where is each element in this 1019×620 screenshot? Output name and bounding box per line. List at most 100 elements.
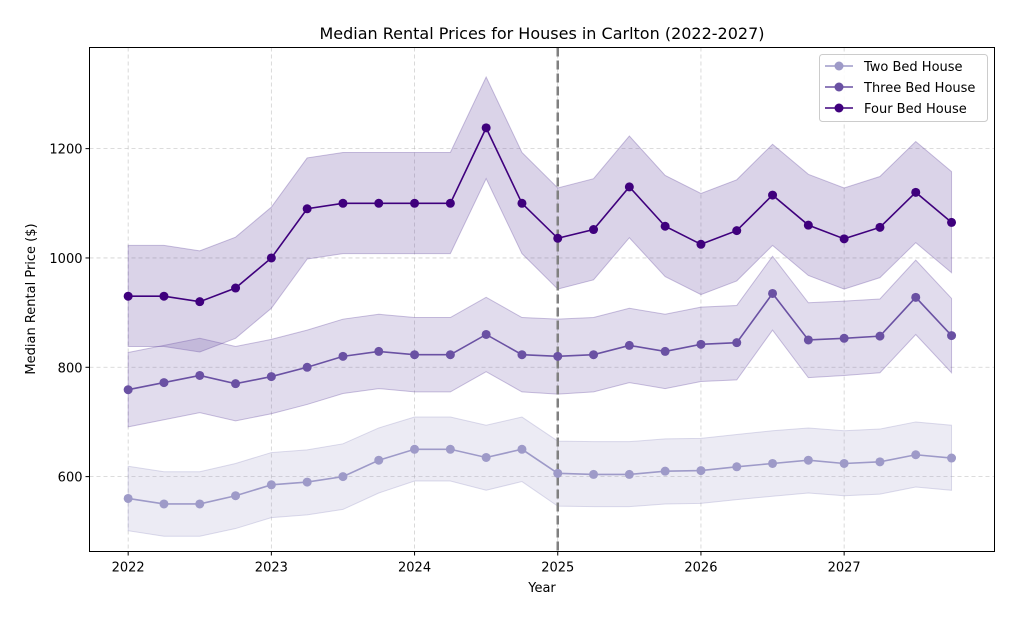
legend-label: Three Bed House [863,81,975,96]
legend: Two Bed House Three Bed House Four Bed Hou… [819,54,988,122]
data-point [696,339,706,349]
data-point [947,217,957,227]
data-point [481,329,491,339]
data-point [410,198,420,208]
data-point [374,346,384,356]
x-tick-label: 2024 [398,561,431,576]
series-line [128,125,953,303]
data-point [589,225,599,235]
data-point [266,372,276,382]
data-point [338,198,348,208]
data-point [123,493,133,503]
data-point [732,462,742,472]
x-tick-label: 2025 [541,561,574,576]
data-point [947,453,957,463]
legend-swatch-marker [834,82,844,92]
confidence-band [127,255,953,428]
data-point [660,346,670,356]
x-tick-label: 2022 [112,561,145,576]
data-point [410,444,420,454]
y-axis-ticks: 600 800 1000 1200 [49,143,90,486]
data-point [839,458,849,468]
chart-title: Median Rental Prices for Houses in Carlt… [319,24,764,43]
y-tick-label: 800 [58,361,83,376]
data-point [553,233,563,243]
data-point [768,190,778,200]
series-line [128,292,953,391]
data-point [660,466,670,476]
data-point [231,283,241,293]
confidence-bands [127,75,953,537]
data-point [123,385,133,395]
data-point [445,444,455,454]
data-point [660,221,670,231]
data-point [768,288,778,298]
data-point [875,457,885,467]
data-point [875,331,885,341]
series-lines [128,125,953,505]
data-point [553,351,563,361]
data-point [839,234,849,244]
data-point [911,450,921,460]
data-point [947,331,957,341]
data-point [624,469,634,479]
x-tick-label: 2027 [828,561,861,576]
data-point [195,499,205,509]
legend-label: Two Bed House [863,60,963,75]
data-point [231,491,241,501]
data-point [195,297,205,307]
data-point [517,198,527,208]
x-tick-label: 2023 [255,561,288,576]
confidence-band [127,416,953,537]
series-points [123,123,957,509]
data-point [517,444,527,454]
data-point [374,455,384,465]
series-line [128,448,952,505]
data-point [338,472,348,482]
data-point [732,338,742,348]
x-axis-label: Year [527,581,556,596]
data-point [732,226,742,236]
legend-label: Four Bed House [864,102,967,117]
legend-swatch-marker [834,103,844,113]
legend-box [819,54,988,122]
data-point [768,458,778,468]
y-tick-label: 1200 [49,143,82,158]
y-axis-label: Median Rental Price ($) [24,223,39,374]
data-point [481,123,491,133]
x-axis-ticks: 2022 2023 2024 2025 2026 2027 [112,551,861,576]
data-point [266,480,276,490]
data-point [803,220,813,230]
data-point [875,222,885,232]
data-point [302,204,312,214]
legend-swatch-marker [834,61,844,71]
data-point [803,335,813,345]
data-point [624,340,634,350]
data-point [911,292,921,302]
data-point [624,182,634,192]
x-tick-label: 2026 [684,561,717,576]
data-point [445,350,455,360]
data-point [374,198,384,208]
grid-lines [89,47,995,552]
data-point [159,291,169,301]
data-point [803,455,813,465]
data-point [195,370,205,380]
data-point [159,378,169,388]
data-point [302,477,312,487]
data-point [589,469,599,479]
y-tick-label: 1000 [49,252,82,267]
data-point [517,350,527,360]
confidence-band [127,75,953,353]
data-point [445,198,455,208]
y-tick-label: 600 [58,471,83,486]
data-point [410,350,420,360]
data-point [231,379,241,389]
data-point [696,239,706,249]
data-point [266,253,276,263]
data-point [553,468,563,478]
data-point [696,466,706,476]
data-point [338,351,348,361]
data-point [123,291,133,301]
